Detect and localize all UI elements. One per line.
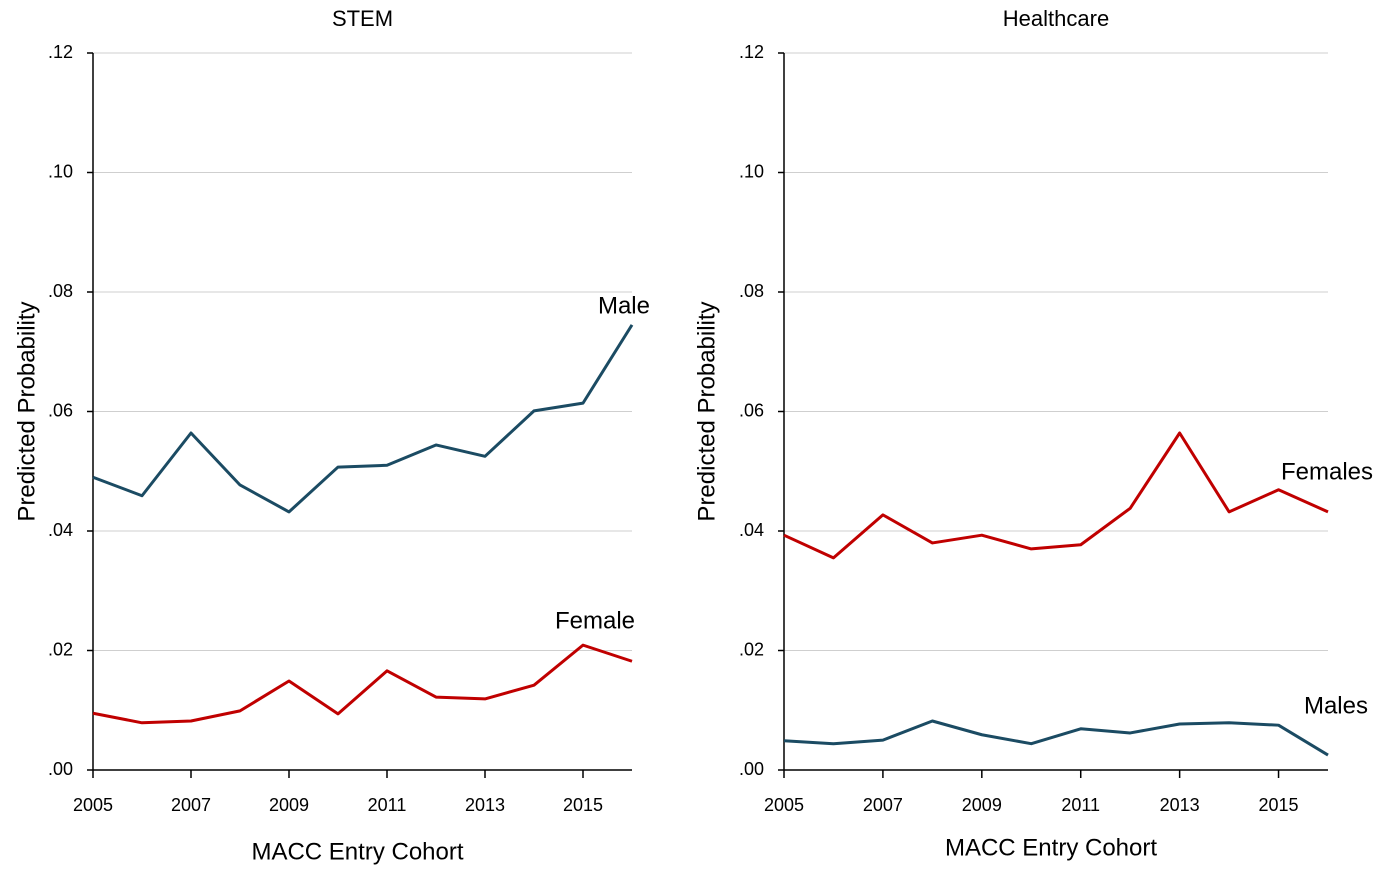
series-label: Male [598, 292, 650, 319]
y-tick-label: .00 [48, 759, 73, 779]
series-line [92, 324, 634, 514]
x-tick-label: 2007 [171, 795, 211, 815]
x-tick-label: 2011 [1061, 795, 1100, 815]
y-axis-label: Predicted Probability [693, 301, 720, 521]
series-label: Males [1304, 692, 1368, 719]
x-tick-label: 2009 [962, 795, 1002, 815]
x-tick-label: 2005 [73, 795, 113, 815]
x-tick-label: 2013 [465, 795, 505, 815]
series-line [783, 719, 1329, 757]
y-tick-label: .10 [739, 161, 764, 181]
series-line [783, 431, 1329, 560]
series-label: Female [555, 607, 635, 634]
x-tick-label: 2015 [1259, 795, 1299, 815]
x-tick-label: 2009 [269, 795, 309, 815]
y-axis-label: Predicted Probability [13, 301, 40, 521]
x-tick-label: 2007 [863, 795, 903, 815]
y-tick-label: .12 [48, 42, 73, 62]
series-line [92, 643, 633, 725]
y-tick-label: .10 [48, 161, 73, 181]
x-tick-label: 2015 [563, 795, 603, 815]
y-tick-label: .00 [739, 759, 764, 779]
y-tick-label: .02 [48, 639, 73, 659]
x-tick-label: 2011 [368, 795, 407, 815]
series-label: Females [1281, 458, 1373, 485]
x-axis-label: MACC Entry Cohort [945, 834, 1157, 861]
y-tick-label: .06 [48, 400, 73, 420]
y-tick-label: .02 [739, 639, 764, 659]
y-tick-label: .12 [739, 42, 764, 62]
y-tick-label: .04 [48, 520, 73, 540]
y-tick-label: .08 [739, 281, 764, 301]
y-tick-label: .06 [739, 400, 764, 420]
y-tick-label: .08 [48, 281, 73, 301]
chart-title: Healthcare [1003, 6, 1109, 31]
x-tick-label: 2005 [764, 795, 804, 815]
y-tick-label: .04 [739, 520, 764, 540]
chart-title: STEM [332, 6, 393, 31]
x-tick-label: 2013 [1160, 795, 1200, 815]
x-axis-label: MACC Entry Cohort [251, 838, 463, 865]
